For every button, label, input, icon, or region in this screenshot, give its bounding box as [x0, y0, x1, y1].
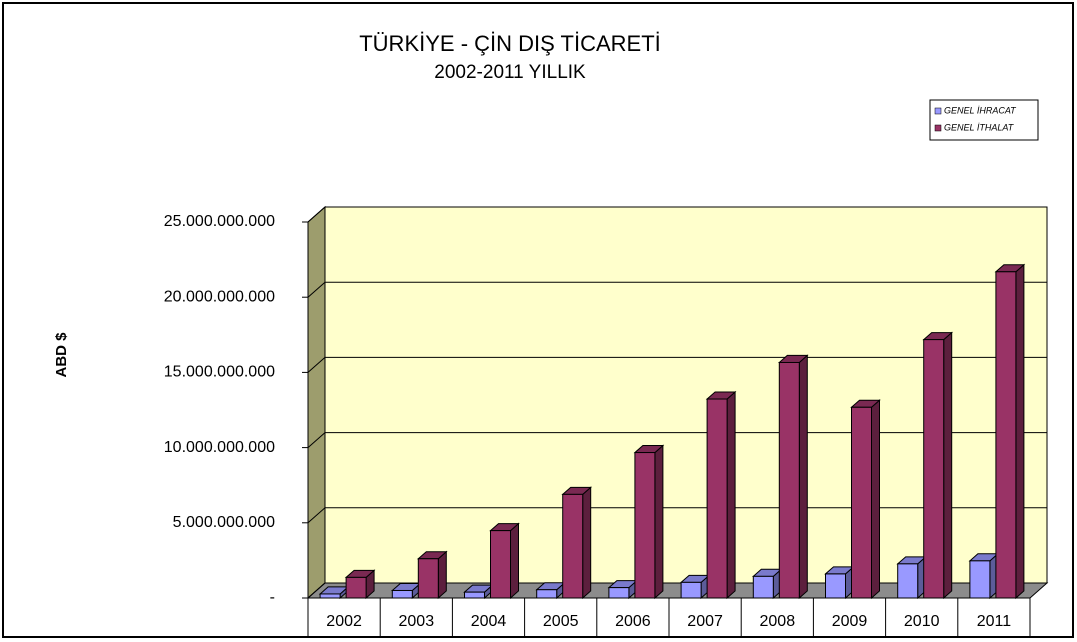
y-axis-label: ABD $ [53, 332, 70, 378]
x-tick-label: 2005 [543, 613, 579, 630]
side-wall [307, 205, 326, 600]
grid-line [307, 281, 1047, 298]
legend-swatch [934, 107, 942, 115]
bar [850, 399, 881, 600]
bar-side [871, 399, 880, 600]
bar [705, 390, 737, 600]
bar-front [923, 339, 945, 599]
bar-front [851, 406, 872, 599]
bar-side [798, 354, 808, 600]
chart-subtitle: 2002-2011 YILLIK [434, 62, 586, 83]
bar-front [680, 581, 702, 599]
bar [344, 569, 376, 600]
y-tick-label: 5.000.000.000 [173, 514, 275, 531]
x-tick-label: 2011 [977, 613, 1012, 630]
legend-box [929, 99, 1039, 141]
x-tick-label: 2006 [615, 613, 651, 630]
bar-front [345, 576, 367, 599]
x-tick-label: 2008 [760, 613, 796, 630]
bar-front [825, 573, 846, 599]
bar-front [319, 593, 341, 599]
bar-front [778, 361, 800, 599]
x-tick-label: 2003 [399, 613, 435, 630]
y-tick-label: 10.000.000.000 [164, 439, 275, 456]
bar-side [582, 486, 592, 600]
bar [968, 552, 1000, 600]
legend-swatch [934, 124, 942, 132]
bar-front [897, 563, 919, 599]
bar-side [1015, 263, 1025, 600]
bar-side [510, 522, 519, 600]
legend-label: GENEL İHRACAT [944, 105, 1017, 115]
x-tick-label: 2010 [904, 613, 940, 630]
legend-label: GENEL İTHALAT [944, 122, 1015, 132]
bar-front [995, 271, 1017, 599]
bar [751, 568, 783, 600]
bar [777, 354, 809, 600]
x-tick-label: 2007 [687, 613, 723, 630]
y-tick-label: 20.000.000.000 [164, 288, 275, 305]
bar-side [437, 550, 447, 600]
bar-front [464, 591, 485, 599]
bar-front [752, 575, 774, 599]
bar [633, 444, 665, 600]
bar-front [417, 558, 439, 599]
x-tick-label: 2004 [471, 613, 507, 630]
bar [994, 263, 1026, 600]
bar [535, 581, 567, 600]
bar [607, 579, 639, 600]
y-tick-label: - [270, 589, 275, 606]
chart-title: TÜRKİYE - ÇİN DIŞ TİCARETİ [359, 31, 661, 56]
y-tick-label: 25.000.000.000 [164, 213, 275, 230]
bar-front [706, 398, 728, 599]
bar-side [726, 390, 736, 600]
bar [922, 331, 954, 600]
bar [489, 522, 520, 600]
bar [896, 555, 928, 600]
bar-front [490, 530, 511, 599]
bar [561, 486, 593, 600]
bar [679, 574, 711, 600]
bar-side [654, 444, 664, 600]
bar-front [634, 452, 656, 599]
bar-front [536, 589, 558, 599]
grid-line [307, 206, 1047, 223]
bar [824, 565, 855, 600]
bar-side [943, 331, 953, 600]
y-tick-label: 15.000.000.000 [164, 364, 275, 381]
bar-front [608, 587, 630, 599]
bar-front [969, 560, 991, 599]
bar-front [562, 493, 584, 599]
bar [416, 550, 448, 600]
x-tick-label: 2002 [326, 613, 362, 630]
bar-front [391, 589, 413, 599]
x-tick-label: 2009 [832, 613, 868, 630]
